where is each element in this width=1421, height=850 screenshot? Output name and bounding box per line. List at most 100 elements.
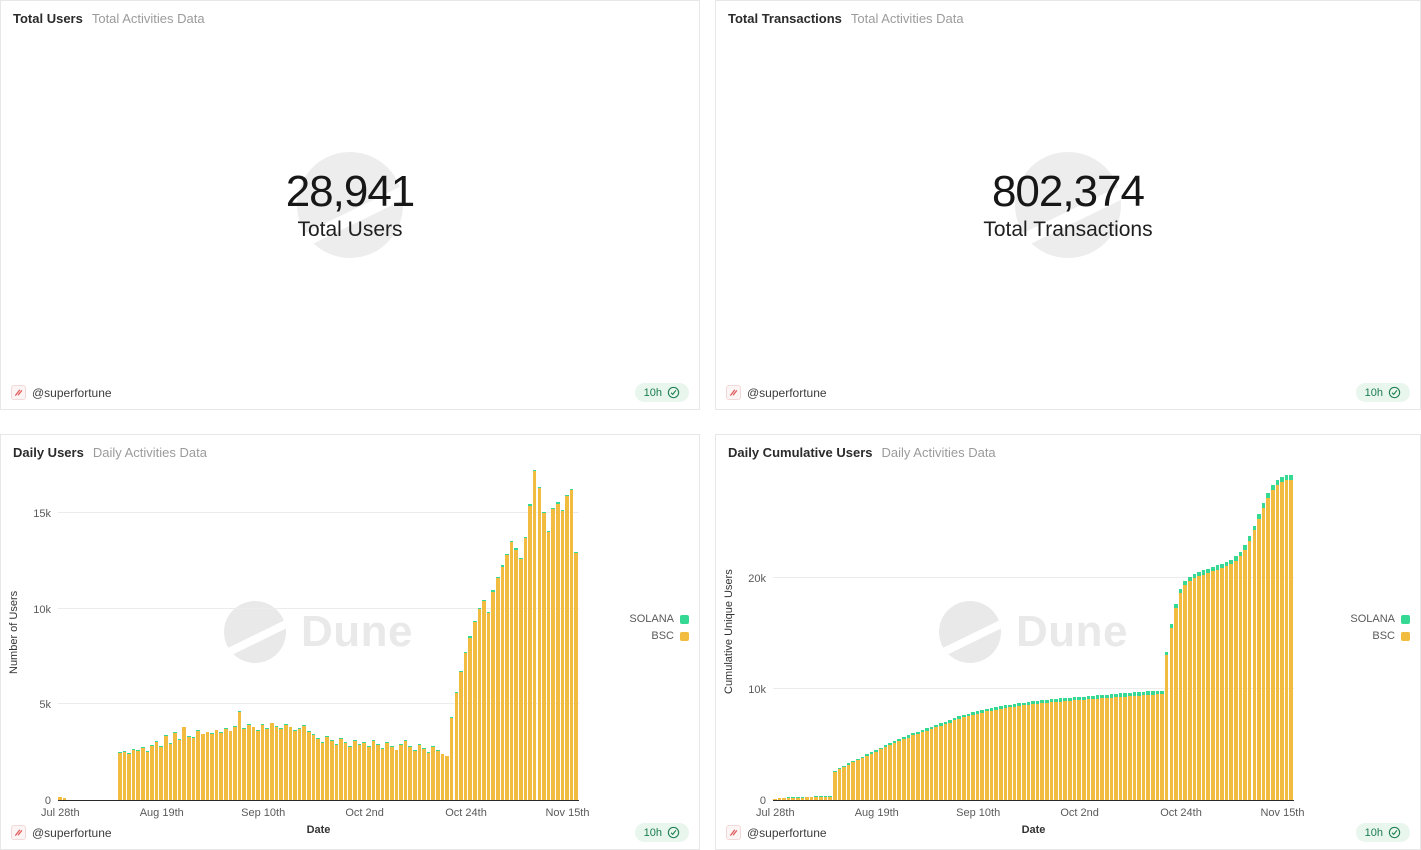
bar-group[interactable] <box>551 507 555 800</box>
bar-group[interactable] <box>1132 692 1137 800</box>
bar-group[interactable] <box>1049 699 1054 800</box>
bar-group[interactable] <box>851 760 855 800</box>
bar-group[interactable] <box>934 724 938 800</box>
plot-area[interactable]: Dune <box>773 463 1294 801</box>
bar-group[interactable] <box>925 728 929 800</box>
bar-group[interactable] <box>1178 589 1183 800</box>
bar-group[interactable] <box>145 750 150 800</box>
bar-group[interactable] <box>929 726 934 800</box>
bar-group[interactable] <box>902 737 906 800</box>
bar-group[interactable] <box>1008 704 1012 800</box>
bar-group[interactable] <box>117 752 122 800</box>
bar-group[interactable] <box>362 742 366 800</box>
bar-group[interactable] <box>1289 475 1293 800</box>
bar-group[interactable] <box>426 751 431 800</box>
bar-group[interactable] <box>569 488 574 800</box>
bar-group[interactable] <box>131 749 136 800</box>
bar-group[interactable] <box>546 531 551 800</box>
bar-group[interactable] <box>846 763 851 800</box>
plot-area[interactable]: Dune <box>58 463 579 801</box>
bar-group[interactable] <box>805 796 809 800</box>
bar-group[interactable] <box>353 740 357 800</box>
bar-group[interactable] <box>168 743 173 800</box>
bar-group[interactable] <box>496 576 500 800</box>
bar-group[interactable] <box>957 716 962 800</box>
bar-group[interactable] <box>196 730 200 800</box>
legend-item-bsc[interactable]: BSC <box>1350 630 1410 642</box>
bar-group[interactable] <box>532 469 537 800</box>
bar-group[interactable] <box>1201 570 1206 800</box>
bar-group[interactable] <box>975 711 980 800</box>
bar-group[interactable] <box>888 743 892 800</box>
bar-group[interactable] <box>509 540 514 800</box>
bar-group[interactable] <box>514 548 519 800</box>
bar-group[interactable] <box>1234 556 1238 800</box>
bar-group[interactable] <box>1247 536 1252 800</box>
bar-group[interactable] <box>1104 694 1109 800</box>
bar-group[interactable] <box>948 720 952 800</box>
bar-group[interactable] <box>214 729 219 800</box>
bar-group[interactable] <box>325 736 329 800</box>
bar-group[interactable] <box>1146 691 1151 800</box>
bar-group[interactable] <box>1160 690 1164 800</box>
bar-group[interactable] <box>1192 574 1197 800</box>
bar-group[interactable] <box>422 748 426 800</box>
bar-group[interactable] <box>1275 480 1280 800</box>
bar-group[interactable] <box>440 753 445 800</box>
bar-group[interactable] <box>1266 493 1270 800</box>
bar-group[interactable] <box>565 494 569 800</box>
bar-group[interactable] <box>1021 702 1026 800</box>
bar-group[interactable] <box>500 565 505 800</box>
bar-group[interactable] <box>989 707 994 800</box>
bar-group[interactable] <box>920 729 925 800</box>
bar-group[interactable] <box>1058 698 1063 800</box>
bar-group[interactable] <box>842 765 846 800</box>
bar-group[interactable] <box>1215 565 1220 800</box>
bar-group[interactable] <box>892 741 897 800</box>
bar-group[interactable] <box>219 731 223 800</box>
bar-group[interactable] <box>1072 697 1077 800</box>
bar-group[interactable] <box>832 770 837 800</box>
bar-group[interactable] <box>505 554 509 800</box>
author-link[interactable]: @superfortune <box>11 825 112 840</box>
bar-group[interactable] <box>1169 623 1174 800</box>
bar-group[interactable] <box>468 636 472 800</box>
bar-group[interactable] <box>1031 701 1035 800</box>
bar-group[interactable] <box>1137 692 1141 800</box>
bar-group[interactable] <box>560 510 565 800</box>
bar-group[interactable] <box>330 740 334 800</box>
bar-group[interactable] <box>814 796 819 800</box>
legend-item-solana[interactable]: SOLANA <box>1350 613 1410 625</box>
bar-group[interactable] <box>1261 503 1266 800</box>
bar-group[interactable] <box>1164 651 1169 800</box>
bar-group[interactable] <box>962 714 966 800</box>
bar-group[interactable] <box>1045 699 1049 800</box>
bar-group[interactable] <box>140 747 145 800</box>
bar-group[interactable] <box>413 749 417 800</box>
bar-group[interactable] <box>943 721 948 800</box>
bar-group[interactable] <box>906 735 911 800</box>
bar-group[interactable] <box>883 745 888 800</box>
bar-group[interactable] <box>1141 691 1146 800</box>
bar-group[interactable] <box>283 724 288 800</box>
bar-group[interactable] <box>348 745 353 800</box>
bar-group[interactable] <box>389 745 394 800</box>
bar-group[interactable] <box>210 733 214 800</box>
bar-group[interactable] <box>445 755 449 800</box>
freshness-badge[interactable]: 10h <box>634 383 689 402</box>
bar-group[interactable] <box>260 723 265 800</box>
bar-group[interactable] <box>1077 696 1081 800</box>
bar-group[interactable] <box>1109 694 1114 800</box>
bar-group[interactable] <box>463 651 468 800</box>
bar-group[interactable] <box>1284 475 1289 800</box>
bar-group[interactable] <box>1017 703 1021 800</box>
bar-group[interactable] <box>274 726 279 800</box>
bar-group[interactable] <box>874 749 879 800</box>
bar-group[interactable] <box>366 746 371 800</box>
bar-group[interactable] <box>297 728 302 800</box>
bar-group[interactable] <box>122 751 127 800</box>
bar-group[interactable] <box>1063 698 1068 800</box>
bar-group[interactable] <box>127 753 131 800</box>
bar-group[interactable] <box>966 713 971 800</box>
bar-group[interactable] <box>1086 696 1091 800</box>
